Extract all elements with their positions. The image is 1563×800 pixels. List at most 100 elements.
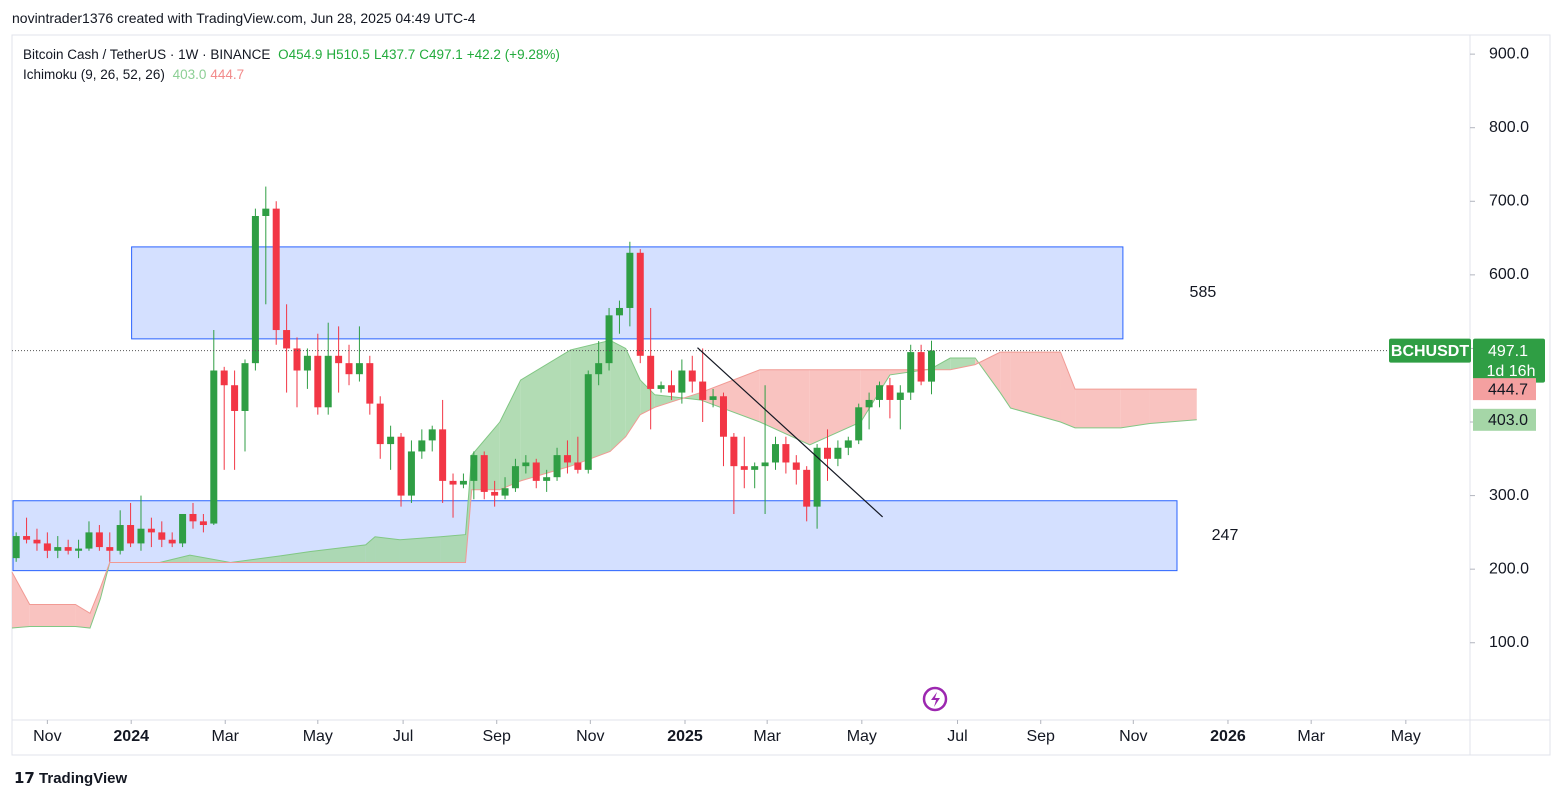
ohlc: O454.9 [278,47,323,62]
x-tick-label: Mar [1297,728,1325,745]
candle-body [407,451,415,496]
candle-body [657,385,665,389]
candle-body [865,399,873,408]
brand-name: TradingView [39,770,128,787]
candle-body [844,440,852,448]
x-tick-label: Sep [1026,728,1055,745]
candle-body [636,252,644,356]
candle-body [688,370,696,382]
candle-body [823,447,831,459]
candle-body [376,403,384,445]
candle-body [189,513,197,522]
candle-body [64,547,72,551]
y-tick-label: 300.0 [1489,487,1529,504]
candle-body [678,370,686,393]
ohlc: H510.5 [326,47,370,62]
candle-body [158,532,166,540]
logo-bolt [931,692,940,707]
indicator-line: Ichimoku (9, 26, 52, 26) 403.0 444.7 [23,65,564,85]
cloud-fill [1000,352,1011,409]
candle-body [231,385,239,411]
x-tick-label: May [1391,728,1421,745]
candle-body [907,352,915,393]
cloud-fill [1120,389,1150,428]
candle-body [615,307,623,316]
candle-body [532,462,540,481]
lead-a-line [11,339,1197,629]
candle-body [771,444,779,463]
cloud-fill [375,536,400,563]
x-tick-label: Nov [33,728,61,745]
candle-body [355,363,363,375]
candle-body [439,429,447,481]
candle-body [886,385,894,400]
cloud-fill [29,604,76,627]
candle-body [782,444,790,463]
candle-body [449,480,457,485]
candle-body [251,215,259,364]
x-tick-label: 2025 [667,728,703,745]
candle-body [106,547,114,551]
candle-body [574,462,582,470]
lead-b-value: 444.7 [210,67,245,82]
candle-body [813,447,821,507]
candle-body [595,363,603,375]
cloud-fill [1149,389,1197,424]
lead-tag-text: 403.0 [1488,412,1528,429]
x-tick-label: Nov [576,728,604,745]
cloud-fill [975,352,1001,393]
candle-body [345,363,353,375]
brand-logo: 𝟭𝟳 [14,770,40,787]
x-tick-label: Jul [947,728,967,745]
candle-body [387,436,395,445]
legend: Bitcoin Cash / TetherUS · 1W · BINANCE O… [23,45,564,85]
lead-b-line [11,351,1197,615]
candle-body [543,477,551,481]
candle-body [116,525,124,551]
x-tick-label: Mar [753,728,781,745]
candle-body [792,462,800,470]
candle-body [418,440,426,452]
lead-tag [1473,408,1536,431]
cloud-fill [520,349,571,481]
cloud-fill [610,340,626,452]
y-tick-label: 100.0 [1489,634,1529,651]
x-tick-label: 2024 [113,728,149,745]
cloud-fill [700,369,760,423]
cloud-fill [1060,352,1076,428]
cloud-fill [640,380,655,415]
candle-body [220,370,228,386]
zone-label: 247 [1212,527,1239,544]
candle-body [241,363,249,411]
zone-label: 585 [1190,284,1217,301]
candle-body [709,396,717,400]
candle-body [199,521,207,526]
x-tick-label: Mar [211,728,239,745]
candle-body [751,466,759,470]
candle-body [584,374,592,470]
candle-body [75,548,83,551]
candle-body [210,370,218,524]
candle-body [480,455,488,492]
candle-body [179,513,187,544]
candle-body [647,355,655,389]
x-tick-label: Jul [393,728,413,745]
candle-body [626,252,634,308]
lead-tag-text: 444.7 [1488,381,1528,398]
candle-body [553,455,561,478]
candle-body [293,348,301,371]
y-tick-label: 800.0 [1489,119,1529,136]
countdown-text: 1d 16h [1487,363,1536,380]
candle-body [459,480,467,485]
candle-body [605,315,613,364]
cloud-fill [1075,389,1121,428]
candle-body [168,539,176,544]
candle-body [563,455,571,463]
candle-body [834,447,842,459]
candle-body [366,363,374,404]
candle-body [43,543,51,551]
candle-body [730,436,738,467]
plot: 585247100.0200.0300.0400.0500.0600.0700.… [11,45,1545,745]
cloud-fill [465,455,472,563]
